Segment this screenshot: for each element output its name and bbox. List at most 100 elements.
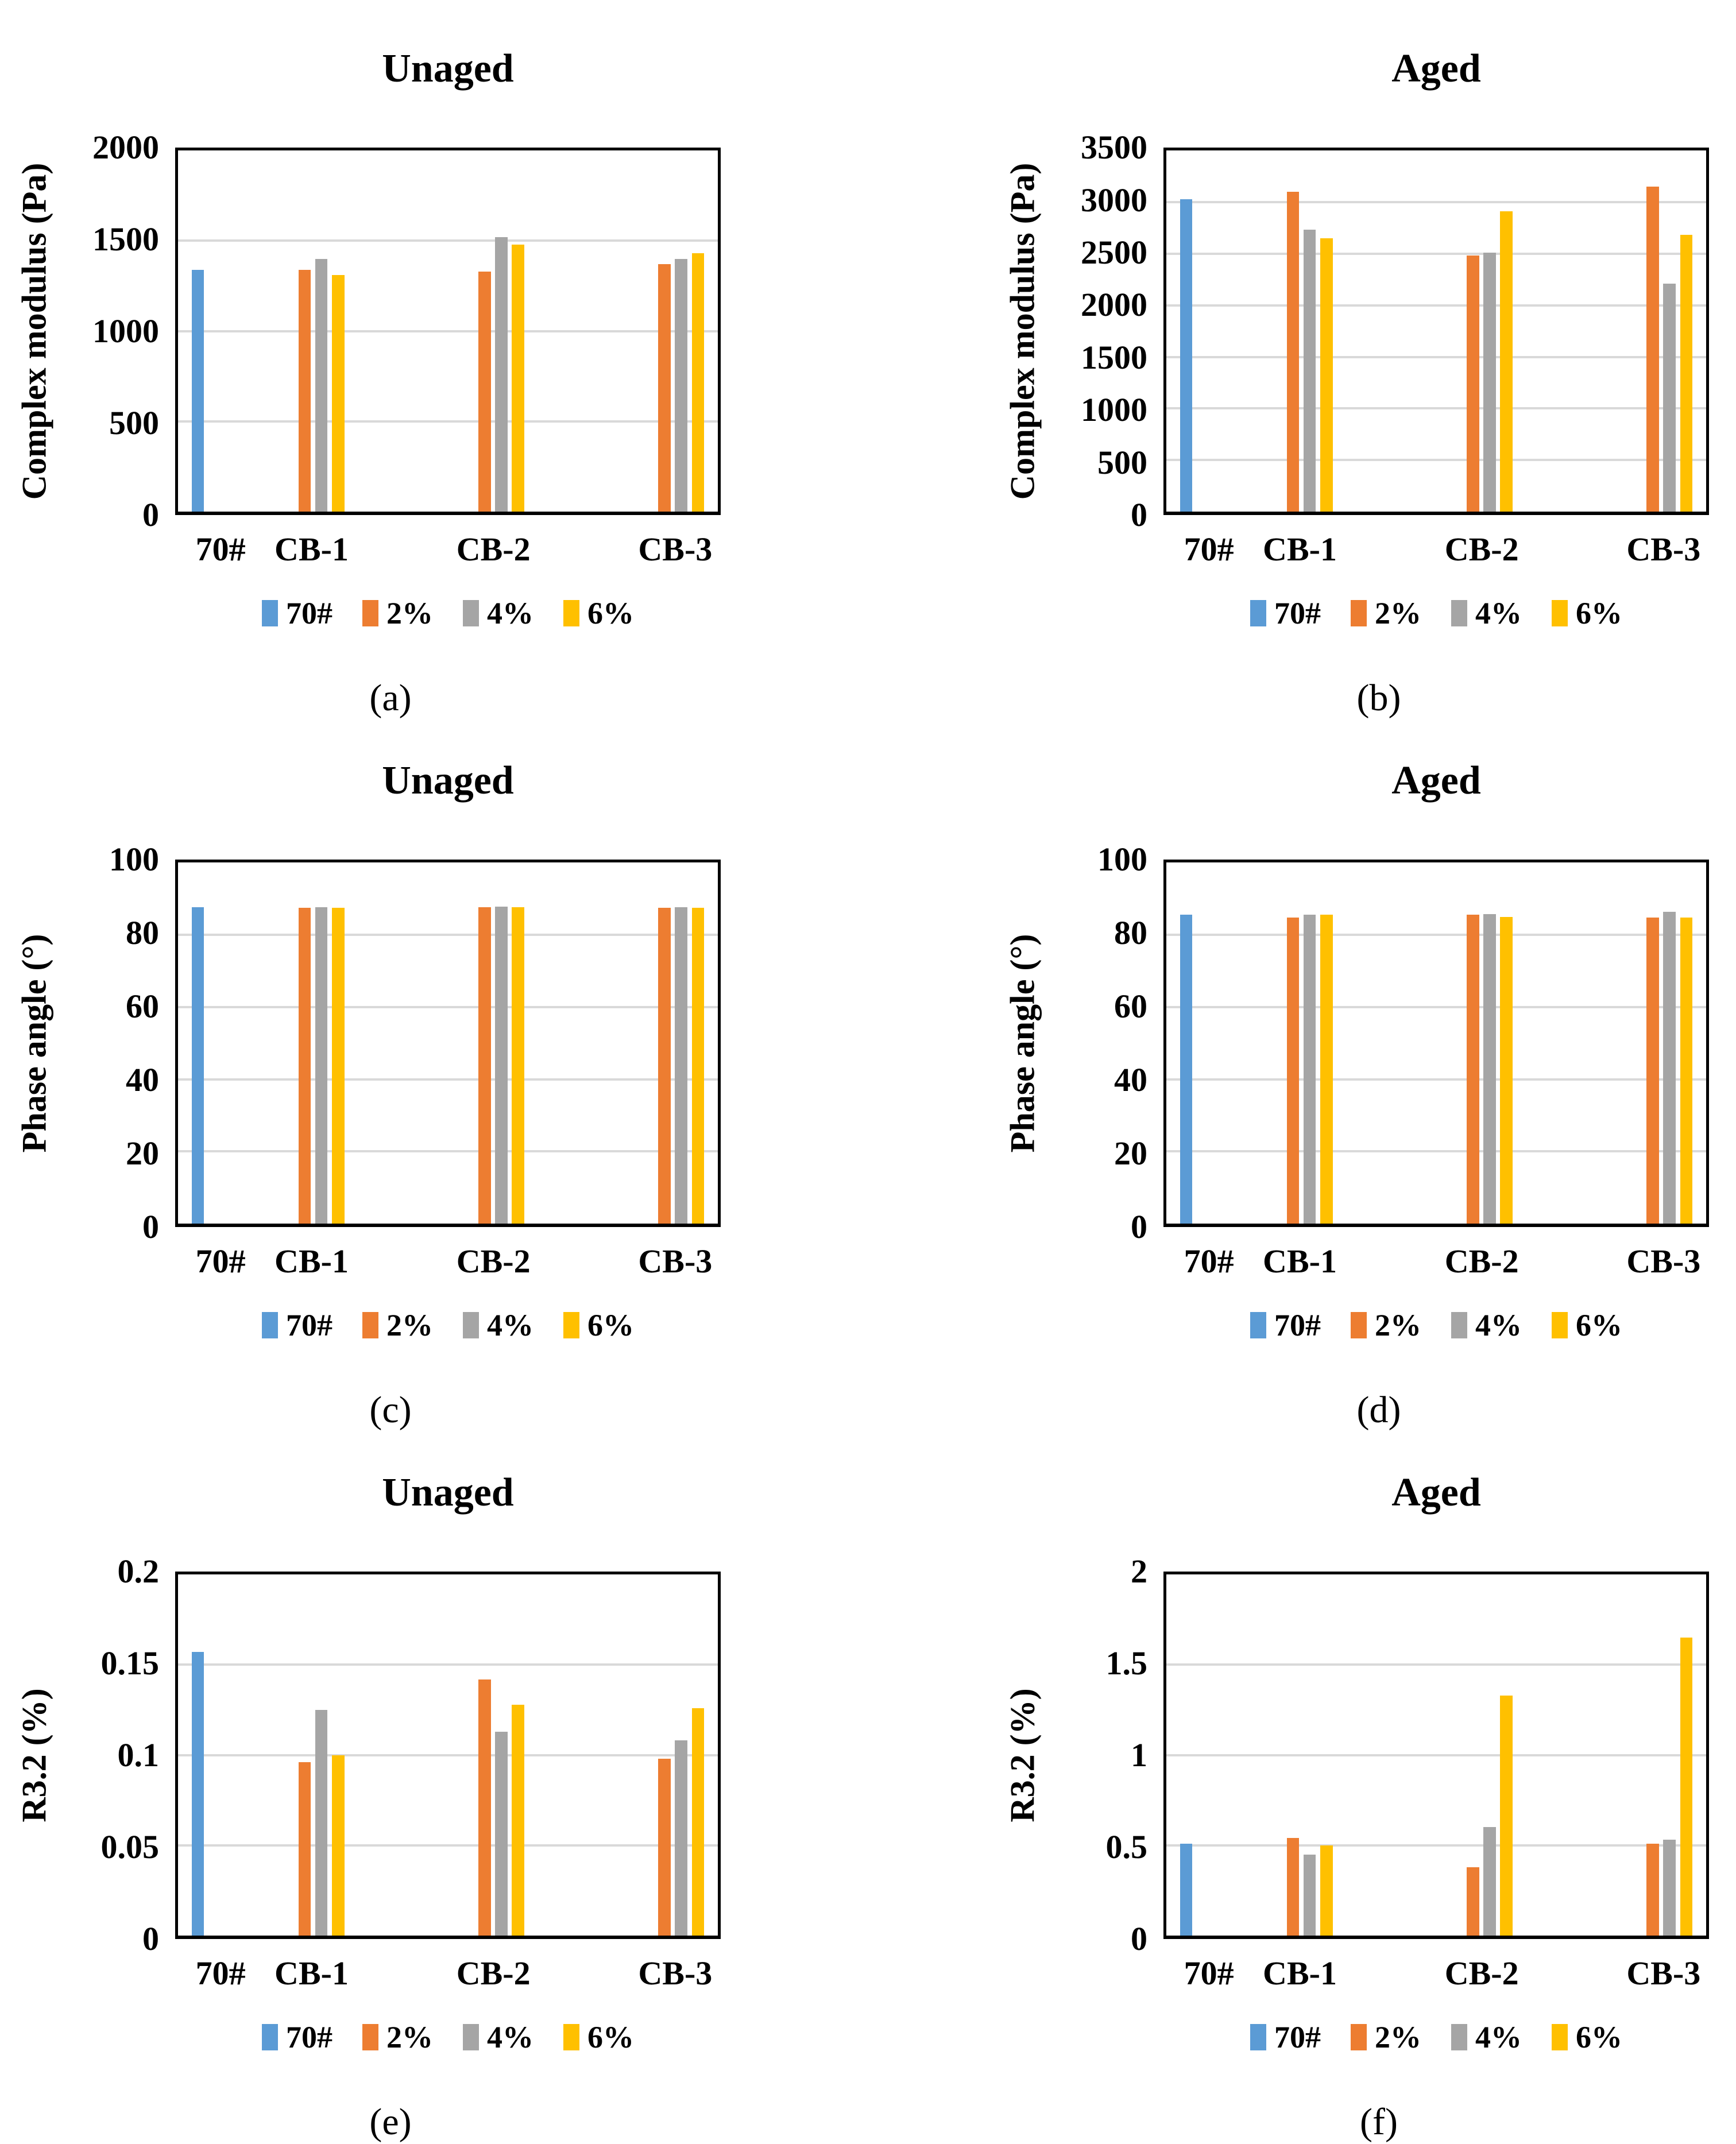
plot-area	[175, 1572, 721, 1940]
x-category-label: 70#	[195, 531, 246, 568]
plot-area	[175, 148, 721, 516]
x-axis-labels: 70# CB-1 CB-2 CB-3	[1163, 1242, 1709, 1288]
y-tick-label: 0.5	[1105, 1828, 1148, 1866]
gridline	[178, 933, 718, 936]
panel-e: Unaged R3.2 (%) 0.2 0.15 0.1 0.05 0 70# CB-1 CB…	[0, 1424, 868, 2143]
chart-title: Aged	[1391, 1470, 1481, 1515]
bar	[675, 1740, 688, 1936]
legend-label: 6%	[587, 1308, 634, 1343]
y-axis-title-text: R3.2 (%)	[1003, 1688, 1042, 1822]
gridline	[1166, 459, 1706, 462]
legend-label: 4%	[1475, 2020, 1522, 2055]
bar	[1680, 917, 1693, 1224]
x-category-label: CB-3	[1626, 1955, 1701, 1992]
bar	[1500, 211, 1513, 512]
y-axis-title: Complex modulus (Pa)	[997, 148, 1049, 515]
y-tick-label: 0	[1131, 1920, 1147, 1958]
y-axis-title-text: Complex modulus (Pa)	[1003, 162, 1042, 500]
x-category-label: CB-1	[1263, 1243, 1337, 1280]
bar	[1320, 914, 1333, 1224]
x-category-label: CB-2	[456, 531, 531, 568]
y-axis-title-text: Phase angle (°)	[1003, 934, 1042, 1153]
bar	[191, 269, 204, 512]
bar	[1466, 256, 1479, 512]
y-axis-title-text: R3.2 (%)	[15, 1688, 53, 1822]
x-axis-labels: 70# CB-1 CB-2 CB-3	[1163, 1954, 1709, 2000]
y-tick-label: 40	[1114, 1061, 1147, 1099]
y-tick-label: 500	[109, 404, 159, 442]
gridline	[178, 1754, 718, 1756]
gridline	[178, 330, 718, 332]
x-category-label: 70#	[195, 1955, 246, 1992]
x-category-label: CB-1	[274, 1243, 349, 1280]
legend-label: 2%	[386, 2020, 433, 2055]
plot-area	[1163, 860, 1709, 1228]
chart-canvas: Complex modulus (Pa) 3500 3000 2500 2000 1500…	[997, 131, 1736, 532]
x-category-label: 70#	[195, 1243, 246, 1280]
x-category-label: CB-3	[1626, 531, 1701, 568]
bar	[512, 907, 524, 1224]
legend-label: 70#	[286, 1308, 332, 1343]
legend-swatch	[262, 600, 278, 627]
legend-item: 70#	[1250, 595, 1321, 631]
x-category-label: CB-1	[274, 531, 349, 568]
bar	[1663, 283, 1676, 512]
bar	[658, 264, 671, 512]
bar	[315, 907, 328, 1224]
chart-canvas: R3.2 (%) 0.2 0.15 0.1 0.05 0	[9, 1555, 868, 1956]
bar	[191, 907, 204, 1224]
y-tick-label: 3500	[1081, 129, 1147, 167]
legend-swatch	[1351, 2024, 1367, 2051]
legend-label: 2%	[386, 596, 433, 631]
y-axis-ticks: 3500 3000 2500 2000 1500 1000 500 0	[1049, 131, 1163, 532]
legend-item: 2%	[1351, 1307, 1421, 1343]
bar	[1663, 1840, 1676, 1936]
chart-title: Unaged	[382, 1470, 514, 1515]
panel-caption: (b)	[1356, 677, 1401, 719]
legend-swatch	[1451, 1312, 1467, 1339]
bar	[658, 907, 671, 1224]
y-axis-title-text: Phase angle (°)	[15, 934, 53, 1153]
chart-title: Aged	[1391, 758, 1481, 803]
legend-swatch	[1250, 2024, 1266, 2051]
legend-item: 4%	[463, 595, 533, 631]
chart-canvas: Phase angle (°) 100 80 60 40 20 0	[9, 843, 868, 1244]
chart-canvas: Phase angle (°) 100 80 60 40 20 0	[997, 843, 1736, 1244]
legend: 70# 2% 4% 6%	[175, 1305, 721, 1345]
legend-item: 70#	[262, 2019, 332, 2055]
legend-item: 70#	[1250, 2019, 1321, 2055]
y-axis-title: Phase angle (°)	[997, 860, 1049, 1227]
x-category-label: CB-2	[1444, 1955, 1519, 1992]
x-category-label: CB-2	[456, 1955, 531, 1992]
gridline	[178, 1150, 718, 1153]
legend-item: 2%	[1351, 2019, 1421, 2055]
y-tick-label: 2500	[1081, 233, 1147, 271]
legend-label: 4%	[1475, 596, 1522, 631]
legend-swatch	[1250, 600, 1266, 627]
y-tick-label: 0.15	[100, 1644, 160, 1682]
gridline	[1166, 1078, 1706, 1081]
y-axis-ticks: 2000 1500 1000 500 0	[60, 131, 175, 532]
y-tick-label: 0.05	[100, 1828, 160, 1866]
legend: 70# 2% 4% 6%	[1163, 2017, 1709, 2057]
legend: 70# 2% 4% 6%	[1163, 593, 1709, 633]
legend-swatch	[1552, 2024, 1568, 2051]
y-tick-label: 20	[1114, 1135, 1147, 1172]
bar	[495, 1731, 508, 1936]
legend-swatch	[463, 1312, 479, 1339]
y-tick-label: 2000	[1081, 286, 1147, 324]
chart-canvas: Complex modulus (Pa) 2000 1500 1000 500 0	[9, 131, 868, 532]
legend: 70# 2% 4% 6%	[175, 2017, 721, 2057]
legend-label: 4%	[1475, 1308, 1522, 1343]
bar	[1180, 199, 1193, 512]
bar	[1500, 917, 1513, 1224]
legend-swatch	[563, 2024, 579, 2051]
bar	[691, 1708, 705, 1936]
y-tick-label: 1	[1131, 1736, 1147, 1774]
bar	[1646, 1843, 1659, 1936]
y-axis-title: R3.2 (%)	[997, 1572, 1049, 1939]
legend-item: 4%	[1451, 2019, 1522, 2055]
chart-title: Unaged	[382, 758, 514, 803]
legend-item: 70#	[1250, 1307, 1321, 1343]
